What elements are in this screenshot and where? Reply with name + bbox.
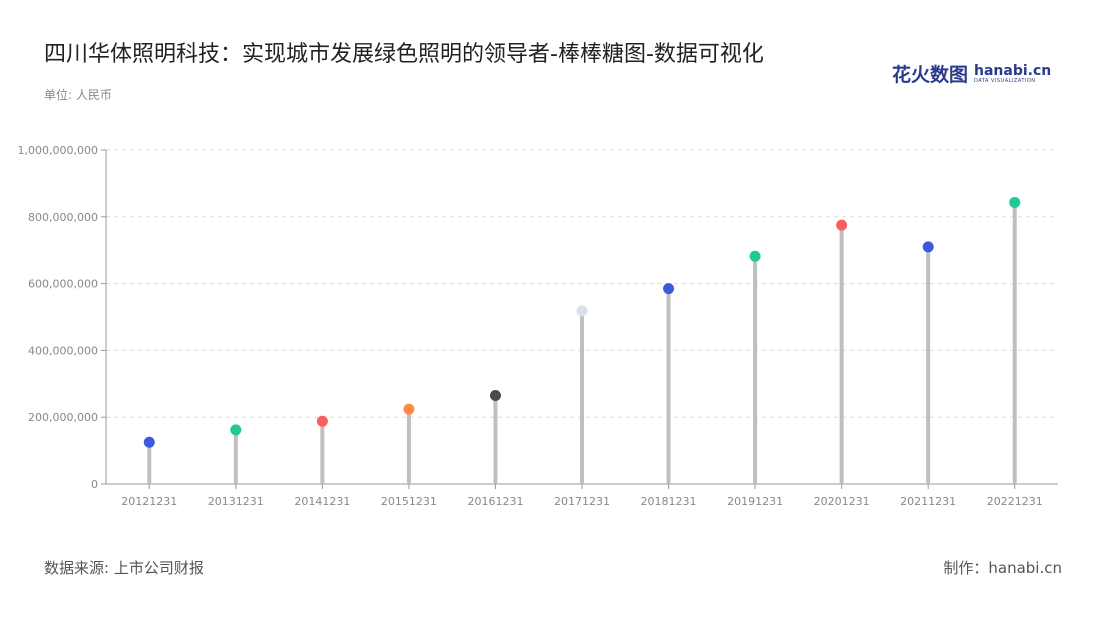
y-tick-label: 800,000,000: [28, 211, 98, 224]
axis-layer: 0 200,000,000 400,000,000 600,000,000 800,00…: [18, 144, 1058, 508]
x-tick-label: 20151231: [381, 495, 437, 508]
x-tick-label: 20171231: [554, 495, 610, 508]
x-tick-label: 20191231: [727, 495, 783, 508]
lollipop-dot: [403, 403, 415, 415]
lollipop-dot: [749, 250, 761, 262]
lollipop-dot: [576, 305, 588, 317]
logo-brand-text: hanabi.cn: [974, 63, 1052, 79]
y-tick-label: 400,000,000: [28, 344, 98, 357]
dot-layer: [143, 196, 1021, 448]
x-tick-label: 20201231: [814, 495, 870, 508]
x-tick-label: 20211231: [900, 495, 956, 508]
x-tick-label: 20121231: [121, 495, 177, 508]
lollipop-dot: [143, 436, 155, 448]
y-tick-label: 1,000,000,000: [18, 144, 98, 157]
credit: 制作：hanabi.cn: [943, 559, 1062, 577]
stem-layer: [147, 202, 1017, 484]
x-tick-label: 20181231: [641, 495, 697, 508]
lollipop-dot: [663, 283, 675, 295]
x-tick-label: 20221231: [987, 495, 1043, 508]
lollipop-dot: [489, 389, 501, 401]
logo-sub-text: DATA VISUALIZATION: [974, 78, 1036, 84]
y-tick-label: 0: [91, 478, 98, 491]
lollipop-dot: [1009, 196, 1021, 208]
lollipop-dot: [922, 241, 934, 253]
x-tick-label: 20131231: [208, 495, 264, 508]
x-tick-label: 20161231: [467, 495, 523, 508]
unit-label: 单位: 人民币: [44, 88, 112, 102]
chart-title: 四川华体照明科技：实现城市发展绿色照明的领导者-棒棒糖图-数据可视化: [44, 42, 764, 67]
x-tick-label: 20141231: [294, 495, 350, 508]
y-tick-label: 600,000,000: [28, 278, 98, 291]
data-source: 数据来源: 上市公司财报: [44, 559, 204, 577]
lollipop-dot: [316, 415, 328, 427]
y-tick-label: 200,000,000: [28, 411, 98, 424]
logo-main-text: 花火数图: [892, 64, 969, 86]
lollipop-dot: [230, 424, 242, 436]
lollipop-dot: [836, 219, 848, 231]
